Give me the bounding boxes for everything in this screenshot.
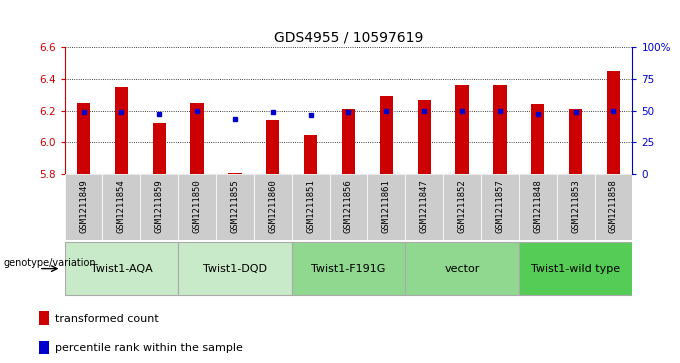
FancyBboxPatch shape	[178, 242, 292, 295]
Bar	[405, 174, 443, 240]
Bar	[418, 99, 431, 174]
Bar	[152, 123, 166, 174]
Text: GSM1211855: GSM1211855	[231, 179, 239, 233]
Text: GSM1211858: GSM1211858	[609, 179, 618, 233]
Bar	[266, 120, 279, 174]
Text: percentile rank within the sample: percentile rank within the sample	[55, 343, 243, 353]
Text: GSM1211860: GSM1211860	[269, 179, 277, 233]
Text: GSM1211849: GSM1211849	[79, 179, 88, 233]
Text: GSM1211850: GSM1211850	[192, 179, 201, 233]
Bar	[342, 109, 355, 174]
Bar	[254, 174, 292, 240]
Bar	[140, 174, 178, 240]
Text: GSM1211848: GSM1211848	[533, 179, 542, 233]
Text: GSM1211861: GSM1211861	[382, 179, 391, 233]
Bar	[481, 174, 519, 240]
Text: Twist1-F191G: Twist1-F191G	[311, 264, 386, 274]
Bar	[531, 104, 545, 174]
Text: Twist1-AQA: Twist1-AQA	[90, 264, 152, 274]
Bar	[39, 311, 49, 325]
Bar	[190, 103, 204, 174]
Bar	[379, 97, 393, 174]
Bar	[594, 174, 632, 240]
FancyBboxPatch shape	[65, 242, 178, 295]
Text: GSM1211857: GSM1211857	[496, 179, 505, 233]
Bar	[557, 174, 594, 240]
Text: GSM1211859: GSM1211859	[155, 179, 164, 233]
Bar	[39, 341, 49, 354]
Bar	[519, 174, 557, 240]
Text: transformed count: transformed count	[55, 314, 158, 323]
Bar	[330, 174, 367, 240]
Bar	[216, 174, 254, 240]
Bar	[367, 174, 405, 240]
Bar	[228, 173, 241, 174]
Bar	[178, 174, 216, 240]
Bar	[304, 135, 318, 174]
Bar	[77, 103, 90, 174]
Text: GSM1211854: GSM1211854	[117, 179, 126, 233]
Bar	[65, 174, 103, 240]
Text: GSM1211852: GSM1211852	[458, 179, 466, 233]
Bar	[493, 85, 507, 174]
Text: GSM1211856: GSM1211856	[344, 179, 353, 233]
Text: vector: vector	[444, 264, 480, 274]
FancyBboxPatch shape	[519, 242, 632, 295]
Bar	[292, 174, 330, 240]
Bar	[103, 174, 140, 240]
Text: GSM1211847: GSM1211847	[420, 179, 428, 233]
Bar	[115, 87, 128, 174]
Bar	[456, 85, 469, 174]
Bar	[443, 174, 481, 240]
Text: GSM1211853: GSM1211853	[571, 179, 580, 233]
Text: genotype/variation: genotype/variation	[3, 258, 96, 268]
Text: Twist1-DQD: Twist1-DQD	[203, 264, 267, 274]
Title: GDS4955 / 10597619: GDS4955 / 10597619	[274, 30, 423, 45]
Bar	[607, 71, 620, 174]
Text: GSM1211851: GSM1211851	[306, 179, 315, 233]
Bar	[569, 109, 582, 174]
FancyBboxPatch shape	[292, 242, 405, 295]
FancyBboxPatch shape	[405, 242, 519, 295]
Text: Twist1-wild type: Twist1-wild type	[531, 264, 620, 274]
